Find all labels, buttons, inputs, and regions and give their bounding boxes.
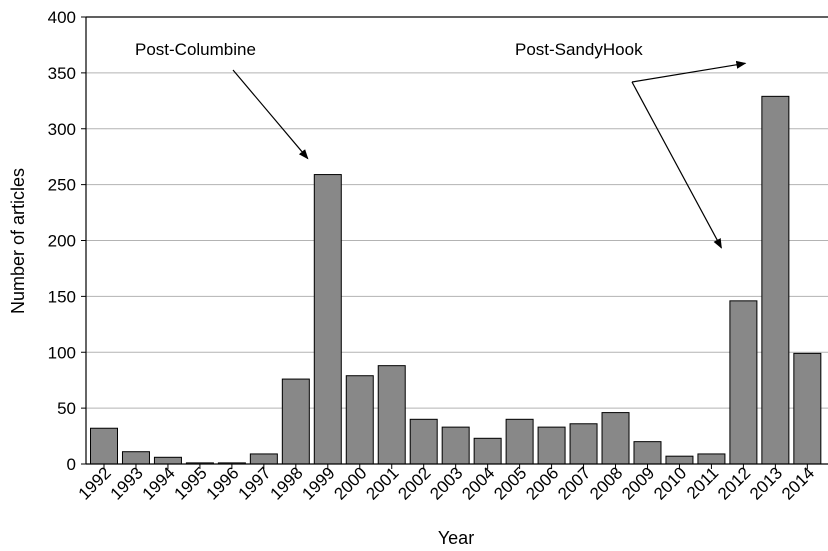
bar-2011 xyxy=(697,453,726,465)
bar-2005 xyxy=(505,418,534,465)
y-tick-label: 150 xyxy=(48,287,76,306)
x-axis-title: Year xyxy=(438,528,474,548)
x-tick-label: 2000 xyxy=(330,463,370,503)
arrow-post-sandyhook-2013 xyxy=(631,60,747,83)
bar-2006 xyxy=(537,426,566,465)
y-tick-label: 100 xyxy=(48,343,76,362)
bar-2004 xyxy=(473,437,502,465)
x-tick-label: 1992 xyxy=(75,463,115,503)
x-tick-label: 2014 xyxy=(778,463,818,503)
bar-2014 xyxy=(793,352,822,465)
y-tick-label: 200 xyxy=(48,232,76,251)
bar-2000 xyxy=(345,375,374,465)
x-tick-label: 1993 xyxy=(107,463,147,503)
x-tick-label: 2007 xyxy=(554,463,594,503)
bar-1997 xyxy=(249,453,278,465)
x-tick-label: 2008 xyxy=(586,463,626,503)
bar-2007 xyxy=(569,423,598,465)
x-tick-label: 1995 xyxy=(171,463,211,503)
x-tick-label: 2004 xyxy=(458,463,498,503)
annotation-arrows xyxy=(232,60,747,249)
y-axis-title: Number of articles xyxy=(8,168,28,314)
bar-2012 xyxy=(729,300,758,465)
bar-1999 xyxy=(313,174,342,465)
annotation-post-columbine: Post-Columbine xyxy=(135,40,256,59)
bar-2008 xyxy=(601,412,630,465)
bar-1993 xyxy=(121,451,150,465)
gridlines xyxy=(86,72,828,409)
x-tick-label: 2001 xyxy=(362,463,402,503)
x-tick-label: 2003 xyxy=(426,463,466,503)
x-tick-label: 2002 xyxy=(394,463,434,503)
annotation-post-sandyhook: Post-SandyHook xyxy=(515,40,643,59)
y-tick-label: 400 xyxy=(48,8,76,27)
y-tick-label: 50 xyxy=(57,399,76,418)
bar-2003 xyxy=(441,426,470,465)
x-tick-label: 1998 xyxy=(266,463,306,503)
x-tick-label: 2011 xyxy=(683,463,722,502)
x-tick-labels: 1992199319941995199619971998199920002001… xyxy=(75,463,819,503)
y-tick-labels: 0 50 100 150 200 250 300 350 400 xyxy=(48,8,76,474)
bars xyxy=(90,95,822,465)
x-tick-label: 2010 xyxy=(650,463,690,503)
x-tick-label: 2006 xyxy=(522,463,562,503)
x-tick-label: 1996 xyxy=(203,463,243,503)
y-tick-label: 350 xyxy=(48,64,76,83)
bar-2013 xyxy=(761,95,790,465)
bar-2010 xyxy=(665,455,694,465)
bar-1992 xyxy=(90,427,118,465)
arrow-post-sandyhook-2012 xyxy=(631,81,722,249)
bar-1994 xyxy=(153,456,182,465)
x-tick-label: 2012 xyxy=(714,463,754,503)
bar-1998 xyxy=(281,378,310,465)
x-tick-label: 2005 xyxy=(490,463,530,503)
x-tick-label: 2009 xyxy=(618,463,658,503)
bar-2009 xyxy=(633,441,662,465)
bar-2002 xyxy=(409,418,438,465)
bar-2001 xyxy=(377,365,406,465)
x-tick-label: 1999 xyxy=(298,463,338,503)
y-tick-label: 0 xyxy=(67,455,76,474)
y-tick-label: 250 xyxy=(48,176,76,195)
y-tick-label: 300 xyxy=(48,120,76,139)
x-tick-label: 2013 xyxy=(746,463,786,503)
annotations: Post-Columbine Post-SandyHook xyxy=(135,40,643,59)
x-tick-label: 1994 xyxy=(139,463,179,503)
arrow-post-columbine xyxy=(232,69,309,160)
axes xyxy=(81,16,828,469)
x-tick-label: 1997 xyxy=(234,463,274,503)
